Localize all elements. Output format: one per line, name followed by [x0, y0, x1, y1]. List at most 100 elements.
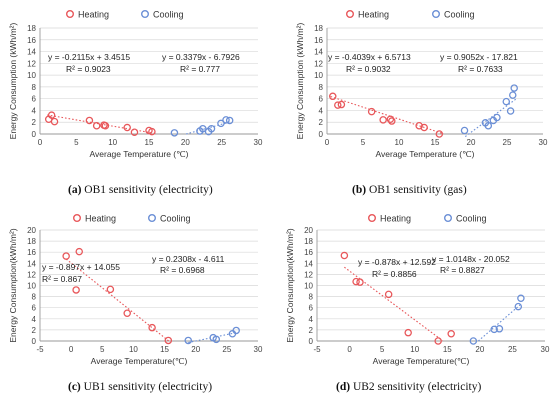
chart-a: 0 2 4 6 8 10 12 14 16 18 0 5 10 15 20 25 30 Average Tempe…	[8, 10, 263, 160]
y-tick-label: 12	[27, 59, 36, 68]
y-tick-label: 8	[32, 293, 37, 302]
x-tick-label: 10	[395, 138, 404, 147]
x-tick-label: 30	[541, 345, 550, 354]
y-tick-label: 8	[319, 83, 324, 92]
data-point-heating	[329, 92, 337, 101]
trend-equation-cooling: y = 0.3379x - 6.7926	[162, 52, 240, 62]
trend-equation-cooling: y = 0.2308x - 4.611	[152, 254, 225, 264]
data-point-heating	[435, 130, 444, 138]
legend-label-heating: Heating	[358, 10, 389, 20]
data-point-heating	[379, 116, 387, 124]
y-tick-label: 2	[309, 326, 314, 335]
y-tick-label: 6	[32, 304, 37, 313]
legend-label-cooling: Cooling	[160, 214, 191, 224]
x-tick-label: 0	[325, 138, 330, 147]
trend-equation-cooling: y = 0.9052x - 17.821	[440, 52, 518, 62]
y-tick-label: 0	[309, 337, 314, 346]
trend-r2-heating: R² = 0.9023	[66, 64, 111, 74]
x-tick-label: 20	[475, 345, 484, 354]
x-tick-label: 30	[254, 138, 263, 147]
data-point-cooling	[514, 302, 523, 311]
data-point-heating	[447, 330, 455, 338]
data-point-cooling	[509, 91, 517, 99]
data-point-heating	[404, 328, 412, 337]
caption-c: (c) UB1 sensitivity (electricity)	[68, 381, 212, 393]
y-tick-label: 10	[27, 282, 36, 291]
y-tick-label: 18	[27, 237, 36, 246]
caption-b: (b) OB1 sensitivity (gas)	[352, 184, 467, 196]
y-tick-label: 0	[32, 130, 37, 139]
y-tick-label: 10	[27, 71, 36, 80]
legend-label-cooling: Cooling	[444, 10, 475, 20]
y-tick-label: 14	[27, 259, 36, 268]
legend-marker-cooling	[140, 9, 149, 18]
data-point-cooling	[469, 337, 478, 345]
y-tick-label: 16	[314, 36, 323, 45]
trend-r2-cooling: R² = 0.7633	[458, 64, 503, 74]
x-tick-label: 20	[181, 138, 190, 147]
x-tick-label: -5	[313, 345, 321, 354]
legend-marker-heating	[346, 9, 355, 18]
y-tick-label: 16	[27, 36, 36, 45]
data-point-cooling	[490, 325, 498, 334]
y-tick-label: 12	[27, 270, 36, 279]
trendline-heating	[65, 258, 170, 342]
y-tick-label: 6	[319, 95, 324, 104]
trend-r2-cooling: R² = 0.8827	[440, 265, 485, 275]
trend-equation-heating: y = -0.2115x + 3.4515	[48, 52, 130, 62]
y-tick-label: 18	[314, 24, 323, 33]
y-tick-label: 20	[27, 226, 36, 235]
x-tick-label: 15	[443, 345, 452, 354]
caption-c-tag: (c)	[68, 381, 81, 393]
legend-marker-cooling	[432, 9, 441, 18]
data-point-cooling	[460, 126, 469, 135]
data-point-heating	[164, 336, 173, 345]
trend-r2-heating: R² = 0.8856	[372, 269, 417, 279]
data-point-cooling	[484, 122, 493, 130]
y-tick-label: 14	[314, 48, 323, 57]
y-tick-label: 4	[32, 106, 37, 115]
y-tick-label: 18	[304, 237, 313, 246]
data-point-cooling	[184, 336, 192, 345]
trend-equation-heating: y = -0.4039x + 6.5713	[328, 52, 411, 62]
y-tick-label: 0	[319, 130, 324, 139]
data-point-heating	[101, 122, 110, 130]
x-axis-label: Average Temperature(℃)	[91, 356, 188, 366]
y-tick-label: 0	[32, 337, 37, 346]
x-tick-label: 25	[217, 138, 226, 147]
data-point-heating	[75, 247, 83, 256]
legend-label-heating: Heating	[380, 214, 411, 224]
data-point-heating	[434, 337, 442, 345]
trendline-heating	[344, 266, 444, 342]
data-point-heating	[367, 107, 376, 116]
y-axis-label: Energy Consumption (kWh/m²)	[8, 22, 18, 139]
caption-b-text: OB1 sensitivity (gas)	[366, 184, 467, 196]
data-point-cooling	[232, 326, 240, 335]
y-tick-label: 18	[27, 24, 36, 33]
y-tick-label: 6	[32, 95, 37, 104]
caption-a-tag: (a)	[68, 184, 82, 196]
y-tick-label: 4	[309, 315, 314, 324]
y-tick-label: 10	[314, 71, 323, 80]
trendline-heating	[47, 114, 157, 135]
legend-label-cooling: Cooling	[153, 10, 184, 20]
data-point-heating	[72, 286, 80, 294]
legend-marker-cooling	[147, 213, 156, 222]
y-tick-label: 16	[304, 248, 313, 257]
y-tick-label: 20	[304, 226, 313, 235]
legend-label-cooling: Cooling	[456, 214, 487, 224]
data-point-heating	[148, 127, 156, 136]
caption-c-text: UB1 sensitivity (electricity)	[81, 381, 212, 393]
x-tick-label: 5	[100, 345, 105, 354]
x-tick-label: 25	[503, 138, 512, 147]
y-tick-label: 10	[304, 282, 313, 291]
data-point-heating	[356, 278, 364, 286]
trend-r2-cooling: R² = 0.777	[180, 64, 220, 74]
x-axis-label: Average Temperature (℃)	[376, 149, 475, 159]
caption-d-text: UB2 sensitivity (electricity)	[350, 381, 481, 393]
caption-a: (a) OB1 sensitivity (electricity)	[68, 184, 213, 196]
data-point-cooling	[225, 116, 234, 125]
trend-r2-cooling: R² = 0.6968	[160, 265, 205, 275]
